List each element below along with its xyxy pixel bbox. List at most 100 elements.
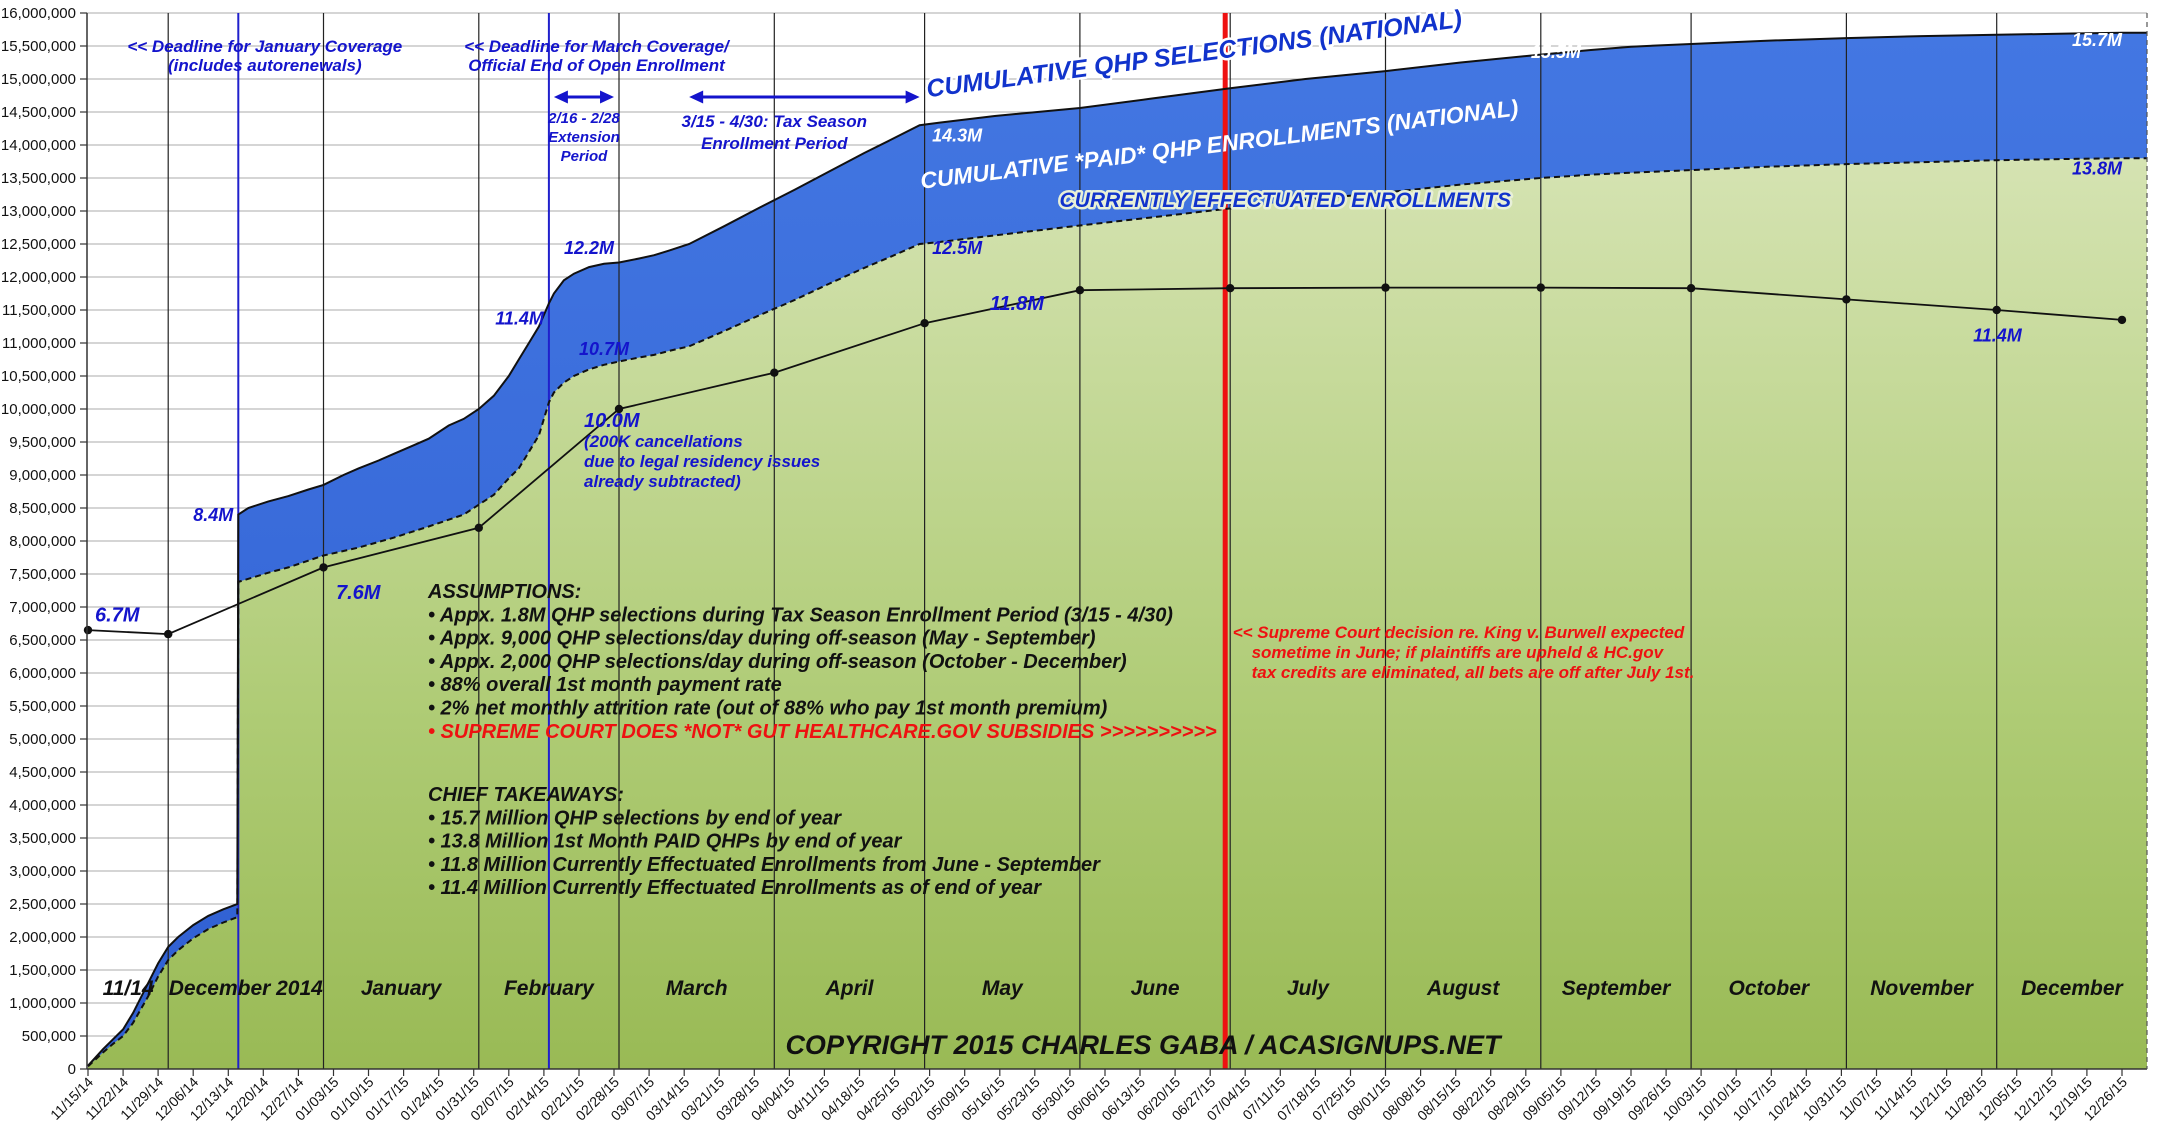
takeaways-item: • 11.8 Million Currently Effectuated Enr… [428, 854, 1101, 876]
y-axis-label: 8,500,000 [9, 500, 76, 517]
value-label: 12.5M [932, 238, 983, 258]
paid-area [88, 158, 2147, 1069]
effectuated-marker [474, 523, 483, 532]
takeaways-item: • 15.7 Million QHP selections by end of … [428, 807, 842, 829]
assumptions-highlight: • SUPREME COURT DOES *NOT* GUT HEALTHCAR… [428, 721, 1217, 743]
cancellations-note: (200K cancellations [584, 432, 743, 451]
effectuated-marker [1075, 286, 1085, 295]
month-label: June [1131, 977, 1180, 1000]
y-axis-label: 14,000,000 [1, 137, 76, 154]
tax-season-arrow [689, 90, 920, 104]
extension-period-label: 2/16 - 2/28 [547, 110, 620, 127]
y-axis-label: 11,000,000 [2, 335, 76, 352]
value-label: 8.4M [193, 505, 234, 525]
y-axis-label: 15,500,000 [1, 38, 76, 55]
y-axis-label: 16,000,000 [1, 5, 76, 22]
effectuated-marker [164, 629, 173, 639]
tax-season-label: Enrollment Period [701, 134, 848, 153]
y-axis-label: 12,000,000 [1, 269, 76, 286]
extension-period-label: Period [561, 148, 609, 165]
assumptions-item: • Appx. 9,000 QHP selections/day during … [428, 628, 1096, 650]
effectuated-marker [83, 625, 93, 635]
assumptions-item: • Appx. 1.8M QHP selections during Tax S… [428, 604, 1173, 626]
month-label: September [1562, 977, 1672, 1000]
march-deadline-note: << Deadline for March Coverage/ [464, 37, 731, 56]
y-axis-label: 5,500,000 [9, 698, 76, 715]
month-label: April [825, 977, 875, 1000]
supreme-court-note: sometime in June; if plaintiffs are uphe… [1233, 643, 1665, 662]
paid-border [87, 157, 2147, 1068]
effectuated-marker [1992, 305, 2001, 315]
assumptions-item: • 88% overall 1st month payment rate [428, 674, 782, 696]
y-axis-label: 13,000,000 [1, 203, 76, 220]
month-label: 11/14 [103, 977, 154, 1000]
effectuated-marker [770, 368, 779, 377]
copyright-text: COPYRIGHT 2015 CHARLES GABA / ACASIGNUPS… [785, 1030, 1503, 1060]
value-label: 14.3M [932, 126, 983, 146]
month-label: December [2021, 977, 2124, 1000]
effectuated-marker [1536, 283, 1546, 292]
effectuated-marker [920, 319, 929, 328]
y-axis-label: 7,500,000 [9, 566, 76, 583]
y-axis-label: 13,500,000 [1, 170, 76, 187]
march-deadline-note: Official End of Open Enrollment [468, 56, 726, 75]
y-axis-label: 15,000,000 [1, 71, 76, 88]
effectuated-marker [1686, 284, 1696, 293]
month-label: January [361, 977, 443, 1000]
effectuated-marker [319, 563, 328, 572]
y-axis-label: 7,000,000 [9, 599, 76, 616]
extension-arrow [553, 90, 615, 104]
month-label: October [1729, 977, 1811, 1000]
takeaways-item: • 13.8 Million 1st Month PAID QHPs by en… [428, 831, 903, 853]
value-label: 12.2M [564, 238, 615, 258]
y-axis-label: 5,000,000 [9, 731, 76, 748]
value-label: 11.4M [495, 309, 545, 329]
y-axis-label: 9,000,000 [9, 467, 76, 484]
value-label: 11.8M [990, 293, 1045, 315]
value-label: 11.4M [1973, 326, 2023, 346]
y-axis-label: 8,000,000 [9, 533, 76, 550]
y-axis-label: 6,000,000 [9, 665, 76, 682]
effectuated-marker [1226, 284, 1235, 293]
y-axis-label: 1,000,000 [9, 995, 76, 1012]
value-label: 10.7M [579, 339, 630, 359]
month-label: May [982, 977, 1024, 1000]
y-axis-label: 3,000,000 [9, 863, 76, 880]
assumptions-item: • Appx. 2,000 QHP selections/day during … [428, 651, 1127, 673]
effectuated-marker [1381, 283, 1390, 292]
value-label: 15.5M [1531, 42, 1582, 62]
takeaways-heading: CHIEF TAKEAWAYS: [428, 784, 624, 806]
takeaways-item: • 11.4 Million Currently Effectuated Enr… [428, 877, 1042, 899]
cancellations-note: due to legal residency issues [584, 452, 820, 471]
supreme-court-note: tax credits are eliminated, all bets are… [1233, 663, 1695, 682]
y-axis-label: 10,500,000 [1, 368, 76, 385]
month-label: December 2014 [169, 977, 323, 1000]
month-label: July [1287, 977, 1330, 1000]
cancellations-note: 10.0M [584, 410, 641, 432]
y-axis-label: 6,500,000 [9, 632, 76, 649]
y-axis-label: 9,500,000 [9, 434, 76, 451]
tax-season-label: 3/15 - 4/30: Tax Season [682, 112, 868, 131]
extension-period-label: Extension [548, 129, 620, 146]
assumptions-heading: ASSUMPTIONS: [427, 581, 581, 603]
supreme-court-note: << Supreme Court decision re. King v. Bu… [1233, 623, 1685, 642]
value-label: 7.6M [336, 582, 382, 604]
month-label: February [504, 977, 595, 1000]
selections-border [87, 31, 2147, 1067]
y-axis-label: 14,500,000 [1, 104, 76, 121]
value-label: 15.7M [2072, 30, 2123, 50]
y-axis-label: 4,500,000 [9, 764, 76, 781]
effectuated-title: CURRENTLY EFFECTUATED ENROLLMENTS [1060, 189, 1512, 212]
january-deadline-note: (includes autorenewals) [168, 56, 362, 75]
cancellations-note: already subtracted) [584, 472, 741, 491]
y-axis-label: 1,500,000 [9, 962, 76, 979]
assumptions-item: • 2% net monthly attrition rate (out of … [428, 698, 1108, 720]
january-deadline-note: << Deadline for January Coverage [127, 37, 402, 56]
y-axis-label: 11,500,000 [2, 302, 76, 319]
y-axis-label: 12,500,000 [1, 236, 76, 253]
y-axis-label: 2,000,000 [9, 929, 76, 946]
y-axis-label: 0 [68, 1061, 76, 1078]
y-axis-label: 4,000,000 [9, 797, 76, 814]
